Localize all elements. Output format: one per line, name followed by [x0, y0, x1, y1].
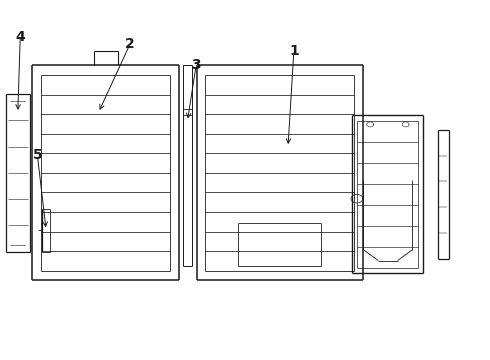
Text: 5: 5	[32, 148, 42, 162]
Text: 3: 3	[191, 58, 201, 72]
Text: 4: 4	[15, 30, 25, 44]
Text: 1: 1	[289, 44, 299, 58]
Text: 2: 2	[125, 37, 135, 51]
